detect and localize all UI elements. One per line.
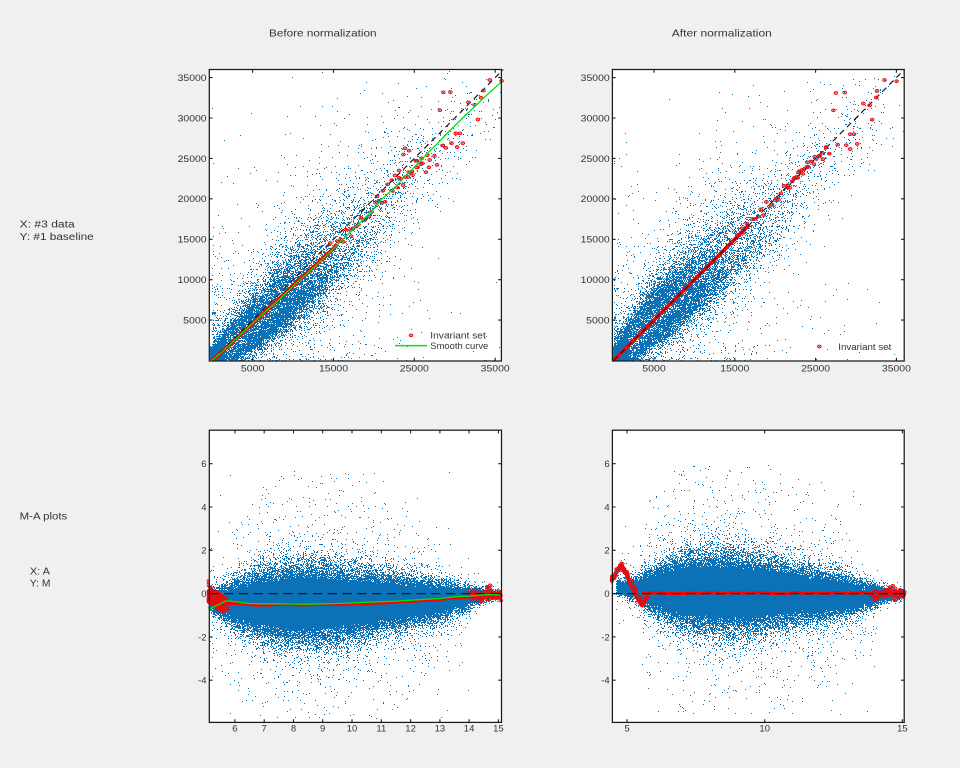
svg-text:35000: 35000 <box>481 363 510 374</box>
svg-text:20000: 20000 <box>581 194 610 205</box>
svg-text:15: 15 <box>493 723 504 734</box>
svg-text:7: 7 <box>262 723 267 734</box>
svg-text:25000: 25000 <box>581 154 610 165</box>
svg-text:20000: 20000 <box>178 194 207 205</box>
svg-text:Smooth curve: Smooth curve <box>430 341 488 352</box>
svg-text:0: 0 <box>604 589 609 600</box>
svg-text:0: 0 <box>201 589 206 600</box>
svg-text:15000: 15000 <box>581 235 610 246</box>
svg-text:Y: M: Y: M <box>30 578 51 589</box>
svg-text:-4: -4 <box>601 676 609 687</box>
svg-text:X: #3 data: X: #3 data <box>20 219 76 230</box>
svg-text:6: 6 <box>604 459 609 470</box>
svg-text:5000: 5000 <box>642 363 666 374</box>
svg-text:After normalization: After normalization <box>672 27 772 39</box>
svg-text:10: 10 <box>347 723 358 734</box>
svg-text:4: 4 <box>201 502 206 513</box>
svg-text:15000: 15000 <box>319 363 348 374</box>
svg-text:5000: 5000 <box>241 363 265 374</box>
svg-text:6: 6 <box>232 723 237 734</box>
svg-text:5000: 5000 <box>183 316 207 327</box>
svg-text:-2: -2 <box>601 632 609 643</box>
svg-text:15000: 15000 <box>178 235 207 246</box>
svg-text:35000: 35000 <box>581 73 610 84</box>
svg-text:15: 15 <box>897 723 908 734</box>
svg-text:9: 9 <box>320 723 325 734</box>
svg-text:Before normalization: Before normalization <box>269 27 377 39</box>
svg-text:25000: 25000 <box>801 363 830 374</box>
svg-text:14: 14 <box>464 723 475 734</box>
svg-text:2: 2 <box>201 546 206 557</box>
svg-text:13: 13 <box>435 723 446 734</box>
svg-text:-4: -4 <box>198 676 206 687</box>
svg-text:35000: 35000 <box>178 73 207 84</box>
svg-text:2: 2 <box>604 546 609 557</box>
svg-text:X: A: X: A <box>30 566 50 577</box>
svg-text:Invariant set: Invariant set <box>838 342 891 353</box>
svg-text:M-A plots: M-A plots <box>20 511 67 522</box>
svg-text:5000: 5000 <box>586 316 610 327</box>
svg-text:25000: 25000 <box>178 154 207 165</box>
svg-text:11: 11 <box>376 723 386 734</box>
svg-text:10000: 10000 <box>581 275 610 286</box>
svg-text:8: 8 <box>291 723 296 734</box>
svg-text:5: 5 <box>624 723 629 734</box>
svg-text:4: 4 <box>604 502 609 513</box>
svg-text:Invariant set: Invariant set <box>430 331 486 342</box>
svg-text:10000: 10000 <box>178 275 207 286</box>
svg-text:25000: 25000 <box>400 363 429 374</box>
svg-text:10: 10 <box>759 723 770 734</box>
svg-text:-2: -2 <box>198 632 206 643</box>
svg-text:30000: 30000 <box>178 113 207 124</box>
svg-text:12: 12 <box>405 723 416 734</box>
svg-text:30000: 30000 <box>581 113 610 124</box>
svg-text:35000: 35000 <box>882 363 911 374</box>
svg-text:6: 6 <box>201 459 206 470</box>
svg-text:15000: 15000 <box>720 363 749 374</box>
svg-text:Y: #1 baseline: Y: #1 baseline <box>20 232 95 243</box>
